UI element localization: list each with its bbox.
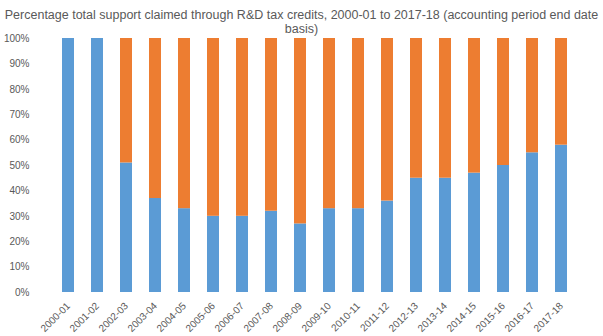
svg-text:90%: 90% — [9, 58, 29, 69]
svg-text:2011-12: 2011-12 — [358, 300, 392, 334]
html-text:Percentage total support claim: Percentage total support claimed through… — [4, 8, 599, 36]
svg-text:0%: 0% — [15, 287, 30, 298]
svg-text:2002-03: 2002-03 — [96, 300, 130, 334]
svg-text:2006-07: 2006-07 — [212, 300, 246, 334]
svg-text:70%: 70% — [9, 109, 29, 120]
svg-text:2009-10: 2009-10 — [299, 300, 333, 334]
svg-text:2004-05: 2004-05 — [154, 300, 188, 334]
svg-text:2016-17: 2016-17 — [502, 300, 536, 334]
svg-text:10%: 10% — [9, 261, 29, 272]
svg-text:2012-13: 2012-13 — [386, 300, 420, 334]
svg-text:2013-14: 2013-14 — [415, 300, 449, 334]
svg-text:2014-15: 2014-15 — [444, 300, 478, 334]
svg-text:2008-09: 2008-09 — [270, 300, 304, 334]
svg-text:50%: 50% — [9, 160, 29, 171]
svg-text:100%: 100% — [4, 33, 30, 44]
svg-text:2001-02: 2001-02 — [67, 300, 101, 334]
svg-text:2005-06: 2005-06 — [183, 300, 217, 334]
svg-text:2015-16: 2015-16 — [473, 300, 507, 334]
svg-text:60%: 60% — [9, 134, 29, 145]
svg-text:20%: 20% — [9, 236, 29, 247]
svg-text:2017-18: 2017-18 — [531, 300, 565, 334]
svg-text:30%: 30% — [9, 211, 29, 222]
svg-text:40%: 40% — [9, 185, 29, 196]
svg-text:2000-01: 2000-01 — [38, 300, 72, 334]
svg-text:2010-11: 2010-11 — [329, 300, 363, 334]
svg-text:2007-08: 2007-08 — [241, 300, 275, 334]
svg-text:2003-04: 2003-04 — [125, 300, 159, 334]
svg-text:80%: 80% — [9, 84, 29, 95]
